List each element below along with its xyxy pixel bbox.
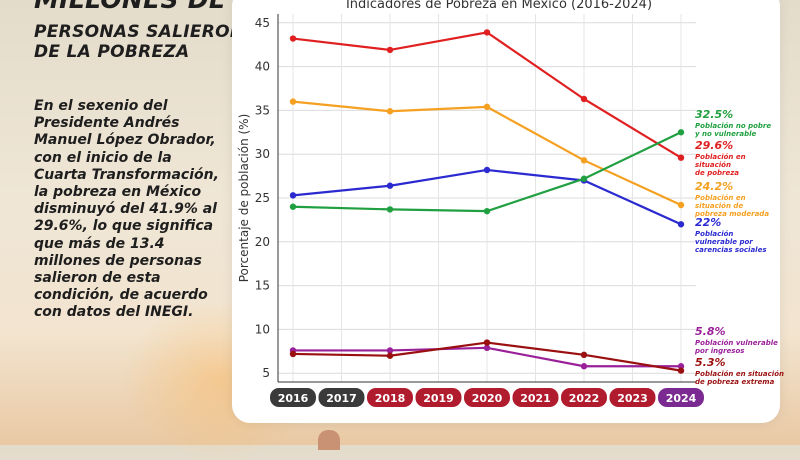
end-label-moderada: pobreza moderada	[694, 210, 769, 218]
year-badge-label: 2022	[569, 392, 600, 405]
hand-image	[318, 430, 340, 450]
year-badge	[658, 388, 704, 407]
end-value-nopobre: 32.5%	[695, 108, 733, 121]
data-point-pobreza	[483, 29, 491, 36]
year-badge-label: 2018	[375, 392, 406, 405]
y-axis-label: Porcentaje de población (%)	[237, 114, 251, 283]
end-value-ingresos: 5.8%	[695, 325, 726, 338]
y-tick-label: 40	[255, 60, 270, 74]
data-point-pobreza	[677, 154, 685, 161]
data-point-pobreza	[289, 35, 297, 42]
end-value-extrema: 5.3%	[695, 356, 726, 369]
year-badge-label: 2017	[326, 392, 357, 405]
data-point-nopobre	[580, 175, 588, 182]
end-label-extrema: de pobreza extrema	[695, 378, 775, 386]
year-badge	[512, 388, 559, 407]
end-label-ingresos: Población vulnerable	[695, 339, 778, 347]
end-label-ingresos: por ingresos	[694, 347, 744, 355]
y-tick-label: 35	[255, 103, 270, 117]
data-point-moderada	[289, 98, 297, 105]
end-label-carencias: carencias sociales	[695, 246, 767, 254]
end-label-pobreza: de pobreza	[695, 169, 739, 177]
data-point-moderada	[580, 157, 588, 164]
data-point-moderada	[386, 108, 394, 115]
y-tick-label: 10	[255, 322, 270, 336]
end-label-nopobre: y no vulnerable	[695, 130, 756, 138]
data-point-pobreza	[386, 46, 394, 54]
data-point-carencias	[677, 221, 685, 228]
year-badge-label: 2020	[472, 392, 503, 405]
year-badge-label: 2021	[520, 392, 551, 405]
data-point-extrema	[677, 367, 685, 374]
year-badge-label: 2016	[278, 392, 309, 405]
year-badge	[318, 388, 365, 407]
headline-line-1: MILLONES DE	[34, 0, 244, 14]
data-point-carencias	[483, 166, 491, 174]
data-point-carencias	[386, 182, 394, 189]
end-label-pobreza: situación	[695, 161, 731, 169]
data-point-ingresos	[580, 363, 588, 370]
data-point-extrema	[483, 339, 491, 346]
year-badge	[270, 388, 316, 407]
data-point-nopobre	[386, 206, 394, 213]
headline: MILLONES DE PERSONAS SALIERON DE LA POBR…	[34, 0, 244, 62]
year-badge-label: 2024	[666, 392, 697, 405]
end-label-moderada: situación de	[695, 202, 743, 210]
year-badge-label: 2023	[617, 392, 648, 405]
data-point-extrema	[289, 350, 297, 358]
y-tick-label: 20	[255, 235, 270, 249]
year-badge	[609, 388, 656, 407]
data-point-ingresos	[677, 363, 685, 370]
data-point-moderada	[483, 103, 491, 111]
year-badge	[464, 388, 510, 407]
end-value-carencias: 22%	[695, 216, 721, 229]
year-badge-label: 2019	[423, 392, 454, 405]
data-point-ingresos	[483, 344, 491, 352]
end-label-carencias: vulnerable por	[695, 238, 753, 246]
chart-title: Indicadores de Pobreza en México (2016-2…	[346, 0, 652, 12]
end-value-moderada: 24.2%	[695, 180, 733, 193]
data-point-extrema	[386, 352, 394, 359]
end-label-moderada: Población en	[695, 194, 746, 202]
y-tick-label: 25	[255, 191, 270, 205]
body-paragraph: En el sexenio del Presidente Andrés Manu…	[34, 98, 219, 321]
headline-line-3: DE LA POBREZA	[34, 42, 190, 62]
y-tick-label: 5	[262, 366, 270, 380]
data-point-ingresos	[386, 347, 394, 354]
y-tick-label: 30	[255, 147, 270, 161]
year-badge	[415, 388, 462, 407]
end-label-pobreza: Población en	[695, 153, 746, 161]
data-point-moderada	[677, 201, 685, 209]
data-point-extrema	[580, 351, 588, 359]
poverty-line-chart: Indicadores de Pobreza en México (2016-2…	[237, 0, 784, 407]
end-label-nopobre: Población no pobre	[695, 122, 771, 130]
headline-line-2: PERSONAS SALIERON	[34, 22, 245, 42]
data-point-nopobre	[483, 207, 491, 215]
end-label-carencias: Población	[695, 230, 733, 238]
data-point-nopobre	[677, 129, 685, 136]
y-tick-label: 45	[255, 16, 270, 30]
end-label-extrema: Población en situación	[695, 370, 784, 378]
data-point-carencias	[289, 192, 297, 199]
end-value-pobreza: 29.6%	[695, 139, 733, 152]
year-badge	[367, 388, 413, 407]
y-tick-label: 15	[255, 279, 270, 293]
data-point-pobreza	[580, 95, 588, 103]
year-badge	[561, 388, 607, 407]
data-point-nopobre	[289, 203, 297, 210]
